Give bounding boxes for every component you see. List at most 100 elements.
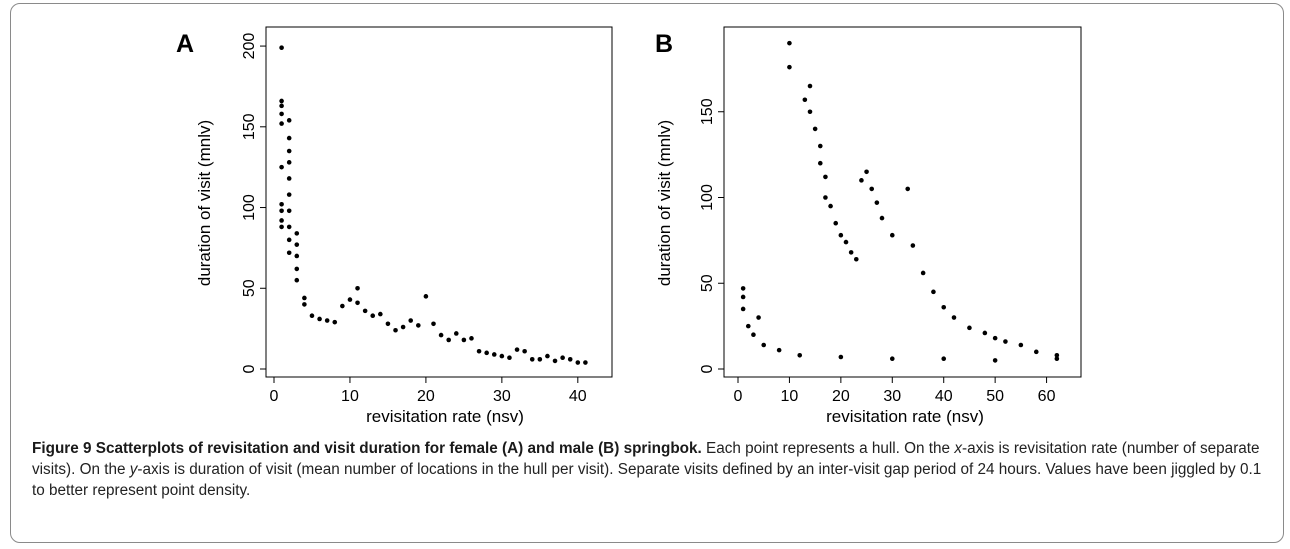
scatter-point bbox=[545, 353, 550, 359]
scatter-point bbox=[853, 256, 859, 262]
x-tick-label: 60 bbox=[1038, 388, 1056, 405]
scatter-point bbox=[355, 300, 360, 306]
y-tick-label: 200 bbox=[241, 33, 258, 60]
x-tick-label: 10 bbox=[781, 388, 799, 405]
panel-b-plot-box bbox=[723, 26, 1082, 378]
scatter-point bbox=[905, 186, 911, 192]
scatter-point bbox=[461, 337, 467, 343]
scatter-point bbox=[355, 285, 360, 291]
scatter-point bbox=[1054, 356, 1060, 362]
scatter-point bbox=[823, 195, 828, 200]
scatter-point bbox=[294, 231, 300, 236]
y-tick-label: 0 bbox=[699, 364, 716, 373]
y-tick-label: 100 bbox=[241, 194, 258, 221]
scatter-point bbox=[286, 237, 292, 243]
y-tick-label: 0 bbox=[241, 364, 258, 373]
panel-a: A 0 10 20 30 40 0 50 100 150 200 revisitation ra… bbox=[176, 26, 613, 426]
scatter-point bbox=[869, 186, 875, 192]
scatter-point bbox=[920, 270, 926, 276]
panel-a-points bbox=[279, 45, 588, 365]
scatter-point bbox=[1018, 342, 1024, 348]
x-tick-label: 10 bbox=[341, 388, 359, 405]
scatter-point bbox=[833, 220, 839, 226]
scatter-point bbox=[560, 355, 565, 360]
caption-text-part: -axis is duration of visit (mean number … bbox=[32, 461, 1262, 499]
scatter-point bbox=[1033, 349, 1039, 355]
caption-text-part: x bbox=[954, 440, 962, 457]
scatter-point bbox=[797, 352, 803, 358]
panel-b-x-axis: 0 10 20 30 40 50 60 bbox=[734, 376, 1056, 405]
scatter-point bbox=[848, 250, 854, 255]
caption-text-part: Each point represents a hull. On the bbox=[701, 440, 955, 457]
scatter-point bbox=[1054, 352, 1060, 358]
scatter-point bbox=[802, 97, 808, 103]
scatter-point bbox=[761, 342, 767, 348]
scatter-point bbox=[469, 336, 474, 341]
scatter-point bbox=[279, 164, 284, 170]
scatter-point bbox=[889, 232, 895, 238]
caption-body: Each point represents a hull. On the x-a… bbox=[32, 440, 1261, 499]
scatter-point bbox=[859, 178, 864, 183]
scatter-point bbox=[751, 332, 756, 337]
caption-text-part: y bbox=[129, 461, 138, 478]
scatter-point bbox=[522, 348, 527, 354]
scatter-point bbox=[453, 331, 459, 336]
scatter-point bbox=[294, 253, 300, 259]
scatter-point bbox=[982, 330, 988, 336]
scatter-point bbox=[279, 98, 284, 104]
panel-b: B 0 10 20 30 40 50 60 0 50 100 150 revisitation r… bbox=[655, 26, 1082, 426]
scatter-point bbox=[302, 302, 307, 307]
caption-text-part: -axis is revisitation rate (number of se… bbox=[32, 440, 1260, 478]
scatter-point bbox=[507, 355, 512, 360]
scatter-point bbox=[370, 313, 376, 319]
panel-b-y-label: duration of visit (mnlv) bbox=[655, 120, 674, 286]
scatter-point bbox=[431, 321, 436, 327]
scatter-point bbox=[931, 289, 936, 295]
x-tick-label: 20 bbox=[832, 388, 850, 405]
scatter-point bbox=[286, 208, 292, 214]
scatter-point bbox=[756, 315, 761, 320]
scatter-point bbox=[843, 239, 849, 245]
x-tick-label: 40 bbox=[569, 388, 587, 405]
scatter-point bbox=[812, 126, 818, 132]
scatter-point bbox=[286, 148, 292, 154]
scatter-point bbox=[317, 316, 322, 322]
scatter-point bbox=[309, 313, 315, 319]
panel-b-x-label: revisitation rate (nsv) bbox=[826, 407, 984, 426]
scatter-point bbox=[874, 200, 880, 205]
scatter-point bbox=[423, 294, 429, 299]
scatter-point bbox=[967, 325, 972, 331]
scatter-point bbox=[529, 357, 535, 362]
scatter-point bbox=[817, 143, 823, 149]
scatter-point bbox=[362, 308, 368, 314]
scatter-point bbox=[438, 332, 444, 338]
scatter-point bbox=[740, 306, 746, 312]
scatter-point bbox=[828, 203, 833, 209]
scatter-point bbox=[879, 215, 885, 221]
x-tick-label: 30 bbox=[493, 388, 511, 405]
panel-a-y-label: duration of visit (mnlv) bbox=[195, 120, 214, 286]
scatter-point bbox=[537, 357, 543, 362]
scatter-point bbox=[476, 348, 482, 354]
scatter-point bbox=[294, 242, 300, 247]
scatter-point bbox=[583, 360, 588, 365]
figure-label: Figure 9 bbox=[32, 440, 92, 457]
scatter-point bbox=[286, 250, 292, 256]
scatter-point bbox=[864, 169, 869, 175]
panel-b-points bbox=[740, 40, 1060, 363]
scatter-point bbox=[279, 103, 284, 109]
scatter-point bbox=[286, 176, 292, 181]
scatter-point bbox=[951, 315, 957, 320]
scatter-point bbox=[400, 324, 406, 330]
scatter-point bbox=[378, 311, 383, 317]
scatter-point bbox=[575, 360, 581, 365]
scatter-point bbox=[992, 358, 998, 363]
scatter-point bbox=[279, 208, 284, 214]
panel-a-x-label: revisitation rate (nsv) bbox=[366, 407, 524, 426]
scatter-point bbox=[838, 354, 844, 360]
figure-caption: Figure 9 Scatterplots of revisitation an… bbox=[32, 438, 1277, 501]
scatter-point bbox=[279, 45, 284, 50]
x-tick-label: 20 bbox=[417, 388, 435, 405]
x-tick-label: 40 bbox=[935, 388, 953, 405]
scatter-point bbox=[279, 121, 284, 126]
